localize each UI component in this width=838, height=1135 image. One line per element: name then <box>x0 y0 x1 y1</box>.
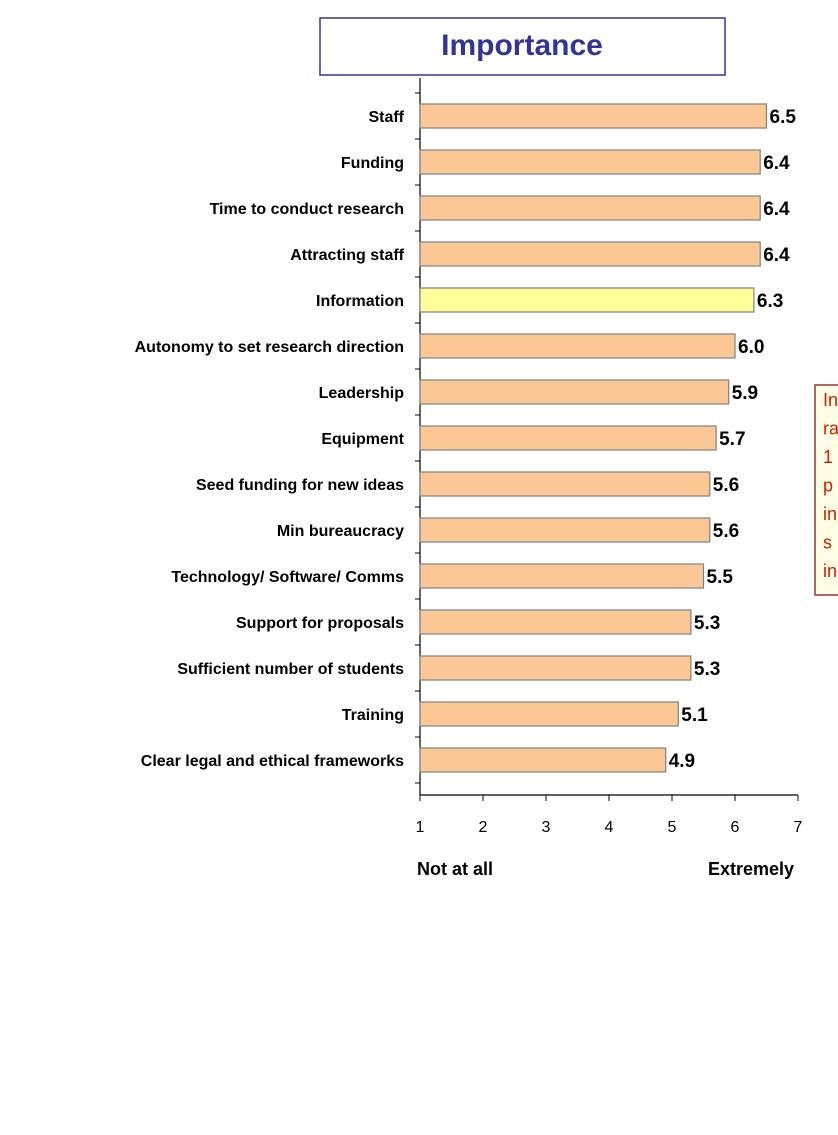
title-box <box>319 17 726 76</box>
category-label: Equipment <box>321 431 404 448</box>
annotation-text: p <box>823 475 833 495</box>
x-tick-label: 2 <box>479 819 488 836</box>
value-label: 5.3 <box>694 659 720 680</box>
category-label: Training <box>342 707 404 724</box>
x-label-left: Not at all <box>417 859 493 879</box>
bar <box>419 517 711 543</box>
bar <box>419 471 711 497</box>
bar <box>419 333 736 359</box>
category-label: Leadership <box>319 385 405 402</box>
category-label: Information <box>316 293 404 310</box>
bar <box>419 103 768 129</box>
annotation-text: s <box>823 532 832 552</box>
x-tick-label: 6 <box>731 819 740 836</box>
category-label: Clear legal and ethical frameworks <box>141 753 404 770</box>
value-label: 5.6 <box>713 521 739 542</box>
annotation-box <box>814 384 838 596</box>
category-label: Staff <box>368 109 404 126</box>
chart-title: Importance <box>441 29 603 62</box>
x-tick-label: 3 <box>542 819 551 836</box>
x-tick-label: 5 <box>668 819 677 836</box>
category-label: Min bureaucracy <box>277 523 404 540</box>
bar <box>419 563 705 589</box>
value-label: 5.6 <box>713 475 739 496</box>
value-label: 5.3 <box>694 613 720 634</box>
annotation-text: In <box>823 390 838 410</box>
category-label: Time to conduct research <box>210 201 404 218</box>
value-label: 6.5 <box>770 107 797 128</box>
annotation-text: in <box>823 504 837 524</box>
annotation-text: 1 <box>823 447 833 467</box>
value-label: 6.0 <box>738 337 764 358</box>
bar <box>419 287 755 313</box>
category-label: Autonomy to set research direction <box>135 339 404 356</box>
bar <box>419 149 761 175</box>
category-label: Funding <box>341 155 404 172</box>
x-label-right: Extremely <box>708 859 794 879</box>
bar <box>419 195 761 221</box>
bar <box>419 241 761 267</box>
category-label: Sufficient number of students <box>177 661 404 678</box>
x-tick-label: 7 <box>794 819 803 836</box>
value-label: 5.1 <box>681 705 708 726</box>
value-label: 5.5 <box>707 567 734 588</box>
bar <box>419 379 730 405</box>
bar <box>419 609 692 635</box>
value-label: 5.7 <box>719 429 745 450</box>
bar <box>419 425 717 451</box>
value-label: 5.9 <box>732 383 758 404</box>
annotation-text: in <box>823 561 837 581</box>
category-label: Support for proposals <box>236 615 404 632</box>
category-label: Attracting staff <box>290 247 404 264</box>
value-label: 4.9 <box>669 751 695 772</box>
value-label: 6.3 <box>757 291 783 312</box>
category-label: Seed funding for new ideas <box>196 477 404 494</box>
bar <box>419 655 692 681</box>
value-label: 6.4 <box>763 153 790 174</box>
bar <box>419 747 667 773</box>
bar <box>419 701 679 727</box>
x-tick-label: 4 <box>605 819 614 836</box>
annotation-text: ra <box>823 418 838 438</box>
x-tick-label: 1 <box>416 819 425 836</box>
value-label: 6.4 <box>763 199 790 220</box>
value-label: 6.4 <box>763 245 790 266</box>
category-label: Technology/ Software/ Comms <box>171 569 404 586</box>
